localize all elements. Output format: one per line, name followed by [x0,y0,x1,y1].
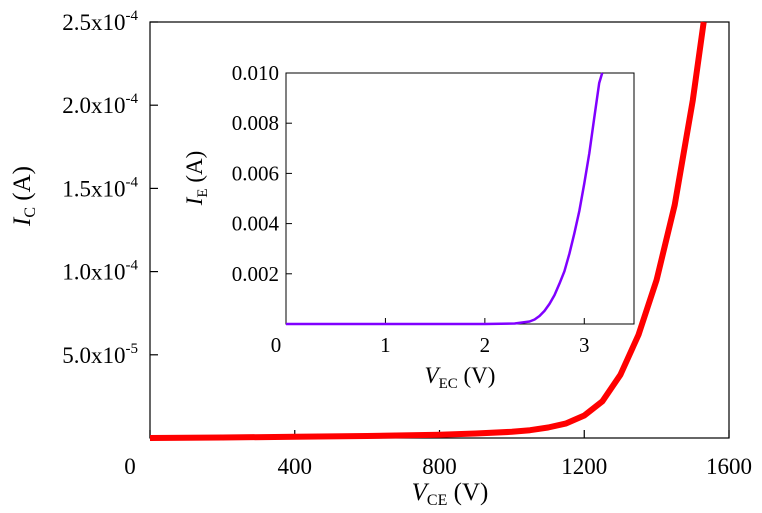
inset-y-tick-label: 0.002 [232,262,279,286]
main-x-tick-label: 800 [422,454,457,479]
inset-y-tick-labels: 0.002 0.004 0.006 0.008 0.010 [232,61,280,286]
main-x-tick-label: 400 [278,454,313,479]
main-y-tick-label: 5.0x10-5 [62,341,138,368]
inset-y-tick-label: 0.004 [232,212,280,236]
main-plot: 0 400 800 1200 1600 5.0x10-5 1.0x10-4 1.5x10-4… [9,8,752,509]
main-y-tick-label: 2.5x10-4 [62,8,138,35]
inset-y-tick-label: 0.008 [232,111,279,135]
main-x-tick-label: 0 [124,454,136,479]
main-x-tick-label: 1600 [706,454,752,479]
inset-x-tick-label: 1 [380,333,391,357]
inset-plot-frame [285,72,635,325]
inset-ticks [285,72,585,324]
inset-series-layer [286,72,604,326]
inset-x-tick-label: 0 [271,333,282,357]
main-y-tick-labels: 5.0x10-5 1.0x10-4 1.5x10-4 2.0x10-4 2.5x10-4 [62,8,138,368]
main-series-layer [149,21,707,441]
main-y-axis-title: IC (A) [9,166,39,227]
inset-x-axis-title: VEC (V) [425,363,496,392]
main-y-tick-label: 1.0x10-4 [62,258,138,285]
main-y-tick-label: 1.5x10-4 [62,174,138,201]
inset-y-tick-label: 0.006 [232,161,279,185]
inset-series-line [286,72,604,326]
main-series-line [149,21,707,441]
inset-x-tick-label: 2 [480,333,491,357]
inset-plot: 0 1 2 3 0.002 0.004 0.006 0.008 0.010 VEC (V) I… [182,61,635,392]
main-ticks [149,21,730,438]
inset-y-tick-label: 0.010 [232,61,279,85]
inset-x-tick-label: 3 [579,333,590,357]
main-x-tick-label: 1200 [561,454,607,479]
inset-x-tick-labels: 0 1 2 3 [271,333,590,357]
main-x-axis-title: VCE (V) [412,479,489,509]
inset-y-axis-title: IE (A) [182,151,211,207]
main-y-tick-label: 2.0x10-4 [62,91,138,118]
main-x-tick-labels: 0 400 800 1200 1600 [124,454,752,479]
